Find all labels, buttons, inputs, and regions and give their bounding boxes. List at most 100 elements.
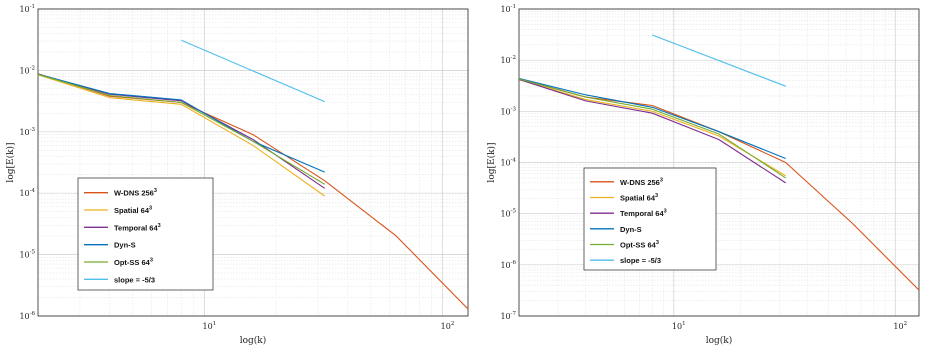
x-axis-label: log(k) (706, 335, 733, 346)
y-tick-label-exponent: -6 (511, 260, 517, 266)
series-line-slope-5-3 (652, 34, 786, 87)
y-tick-label: 10-7 (500, 311, 516, 321)
x-tick-label: 101 (203, 321, 217, 331)
legend-label-name: Dyn-S (620, 225, 642, 234)
y-tick-label-base: 10 (500, 56, 510, 65)
series-group (37, 39, 469, 310)
x-tick-label-base: 10 (672, 322, 682, 331)
legend-label-exponent: 3 (664, 209, 667, 215)
legend-label-w-dns-256: W-DNS 2563 (620, 177, 663, 187)
y-tick-label: 10-2 (500, 55, 516, 65)
legend-label-name: Opt-SS 64 (114, 258, 151, 267)
legend-label-exponent: 3 (150, 258, 153, 264)
legend-label-name: Dyn-S (114, 241, 136, 250)
series-group (518, 34, 920, 291)
y-tick-label-exponent: -3 (511, 106, 517, 112)
x-tick-label: 101 (672, 321, 686, 331)
series-line-slope-5-3 (181, 39, 325, 103)
x-tick-label-exponent: 1 (682, 321, 686, 327)
y-tick-label: 10-6 (19, 311, 35, 321)
y-tick-label: 10-3 (500, 106, 516, 116)
x-tick-labels: 101 102 (672, 321, 907, 331)
legend-label-opt-ss-64: Opt-SS 643 (114, 258, 153, 268)
x-tick-label-exponent: 2 (451, 321, 455, 327)
x-axis-label: log(k) (240, 335, 267, 346)
legend-label-name: Spatial 64 (114, 206, 150, 215)
x-tick-label-exponent: 2 (904, 321, 908, 327)
x-tick-labels: 101 102 (203, 321, 455, 331)
y-tick-label-base: 10 (500, 261, 510, 270)
series-line-dyn-s (518, 77, 786, 159)
legend-label-name: Temporal 64 (620, 209, 664, 218)
series-line-spatial-64 (37, 74, 325, 197)
y-tick-label: 10-1 (19, 4, 35, 14)
axes-frame (37, 8, 469, 317)
y-tick-labels: 10-610-510-410-310-210-1 (19, 4, 35, 321)
legend-label-exponent: 3 (660, 177, 663, 183)
legend-box (77, 177, 214, 291)
series-line-dyn-s (37, 73, 325, 173)
grid (38, 8, 468, 317)
y-tick-label: 10-5 (19, 250, 35, 260)
legend-label-name: Spatial 64 (620, 194, 656, 203)
legend-label-dyn-s: Dyn-S (114, 241, 136, 250)
y-tick-label-exponent: -4 (30, 188, 36, 194)
legend-label-name: Temporal 64 (114, 223, 158, 232)
legend-label-opt-ss-64: Opt-SS 643 (620, 240, 659, 250)
legend-label-spatial-64: Spatial 643 (620, 193, 658, 203)
legend-label-name: slope = -5/3 (620, 256, 661, 265)
x-tick-label: 102 (441, 321, 455, 331)
y-tick-label: 10-2 (19, 65, 35, 75)
legend-label-exponent: 3 (158, 223, 161, 229)
y-tick-labels: 10-710-610-510-410-310-210-1 (500, 4, 516, 321)
series-line-temporal-64 (518, 78, 786, 184)
legend-label-exponent: 3 (154, 188, 157, 194)
y-tick-label-base: 10 (19, 128, 29, 137)
y-tick-label-base: 10 (19, 66, 29, 75)
legend-label-temporal-64: Temporal 643 (620, 209, 667, 219)
series-line-opt-ss-64 (518, 78, 786, 179)
y-tick-label-base: 10 (19, 5, 29, 14)
y-tick-label-exponent: -5 (30, 250, 36, 256)
legend-label-exponent: 3 (149, 206, 152, 212)
y-tick-label-exponent: -6 (30, 311, 36, 317)
y-tick-label: 10-4 (19, 188, 35, 198)
x-tick-label-exponent: 1 (213, 321, 217, 327)
y-axis-label: log[E(k)] (5, 142, 16, 182)
y-tick-label: 10-6 (500, 260, 516, 270)
legend-label-exponent: 3 (655, 193, 658, 199)
legend-label-w-dns-256: W-DNS 2563 (114, 188, 157, 198)
y-tick-label: 10-4 (500, 158, 516, 168)
axes-frame (518, 8, 920, 317)
y-tick-label-base: 10 (19, 312, 29, 321)
legend-label-slope-5-3: slope = -5/3 (114, 275, 155, 284)
y-tick-label-exponent: -3 (30, 127, 36, 133)
y-tick-label-exponent: -7 (511, 311, 517, 317)
y-tick-label-base: 10 (19, 251, 29, 260)
legend-label-slope-5-3: slope = -5/3 (620, 256, 661, 265)
legend-box (583, 167, 717, 271)
legend-label-name: slope = -5/3 (114, 275, 155, 284)
x-tick-label-base: 10 (441, 322, 451, 331)
legend-label-name: Opt-SS 64 (620, 241, 657, 250)
y-axis-label: log[E(k)] (486, 142, 497, 182)
y-tick-label-exponent: -2 (30, 65, 35, 71)
x-tick-label-base: 10 (203, 322, 213, 331)
x-tick-label: 102 (893, 321, 907, 331)
y-tick-label-exponent: -4 (511, 158, 517, 164)
legend-label-temporal-64: Temporal 643 (114, 223, 161, 233)
legend-label-exponent: 3 (656, 240, 659, 246)
y-tick-label-base: 10 (500, 107, 510, 116)
legend-label-name: W-DNS 256 (114, 189, 154, 198)
y-tick-label-exponent: -1 (511, 4, 516, 10)
y-tick-label-base: 10 (500, 5, 510, 14)
legend-label-spatial-64: Spatial 643 (114, 206, 152, 216)
y-tick-label-exponent: -2 (511, 55, 516, 61)
legend-label-dyn-s: Dyn-S (620, 225, 642, 234)
y-tick-label-exponent: -5 (511, 209, 517, 215)
